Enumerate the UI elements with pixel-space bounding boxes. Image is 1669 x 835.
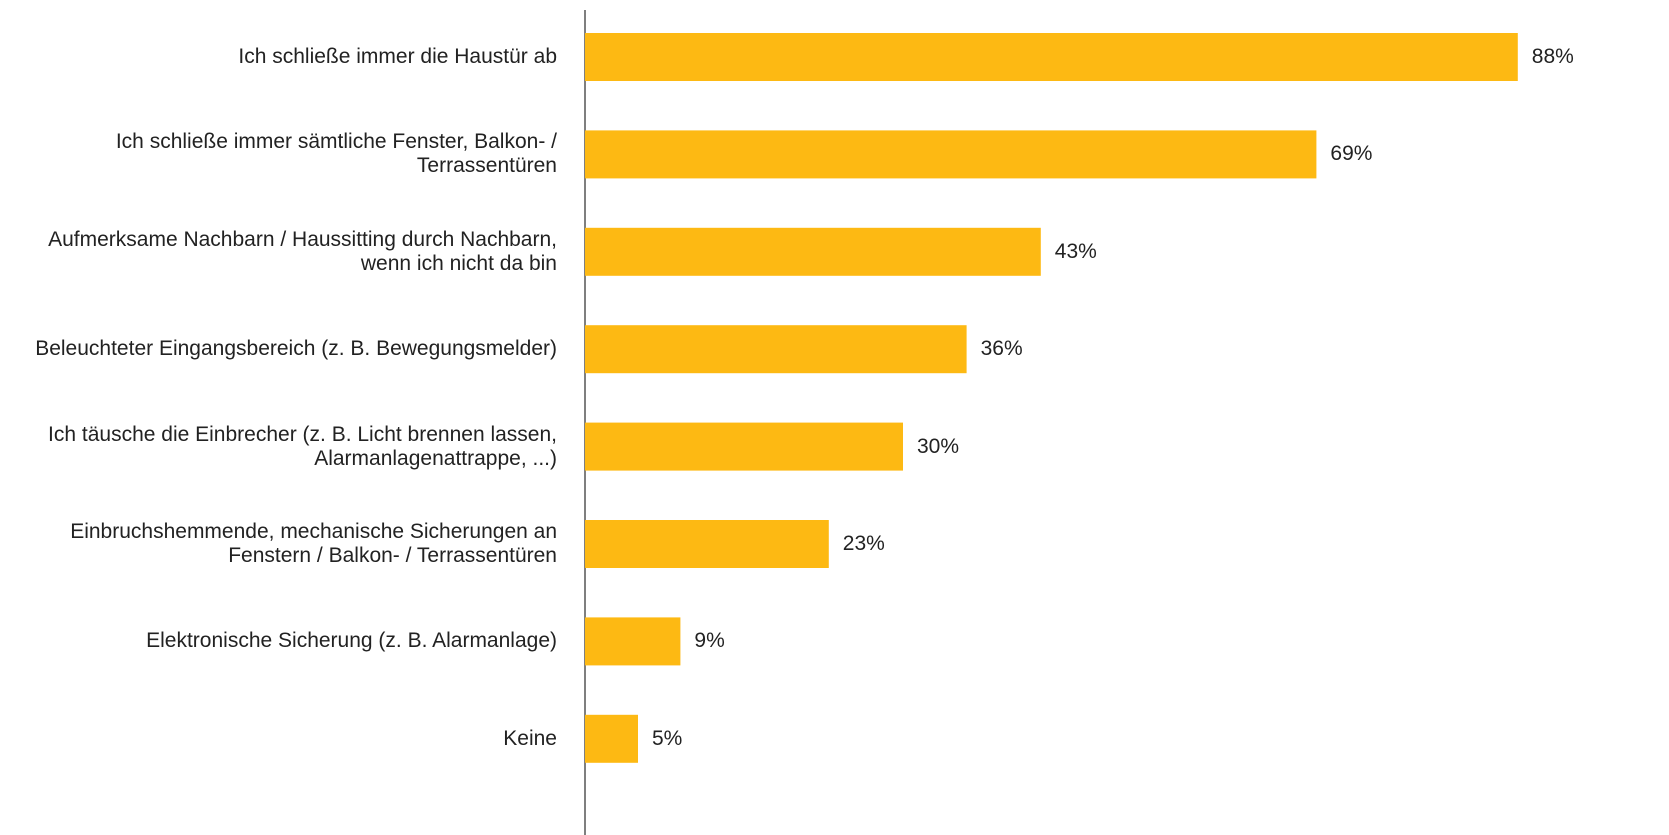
value-label: 5% <box>652 726 683 750</box>
category-label: Elektronische Sicherung (z. B. Alarmanla… <box>146 629 557 653</box>
category-label: Ich schließe immer sämtliche Fenster, Ba… <box>115 130 557 178</box>
bar <box>585 714 638 763</box>
category-label: Aufmerksame Nachbarn / Haussitting durch… <box>48 227 557 275</box>
bar <box>585 33 1518 81</box>
category-label: Ich schließe immer die Haustür ab <box>238 45 557 68</box>
bar <box>585 325 967 374</box>
bar <box>585 617 681 666</box>
category-label: Keine <box>503 726 557 750</box>
category-label: Einbruchshemmende, mechanische Sicherung… <box>70 520 557 567</box>
category-label: Beleuchteter Eingangsbereich (z. B. Bewe… <box>35 337 557 361</box>
value-label: 43% <box>1054 239 1097 263</box>
value-label: 36% <box>980 337 1023 361</box>
value-label: 23% <box>842 532 885 555</box>
value-label: 88% <box>1531 45 1574 68</box>
bar <box>585 422 903 471</box>
value-label: 69% <box>1330 142 1373 166</box>
bar <box>585 520 829 568</box>
category-label: Ich täusche die Einbrecher (z. B. Licht … <box>48 422 557 470</box>
bar <box>585 130 1317 179</box>
bar <box>585 227 1041 276</box>
value-label: 9% <box>694 629 725 653</box>
value-label: 30% <box>917 434 960 458</box>
